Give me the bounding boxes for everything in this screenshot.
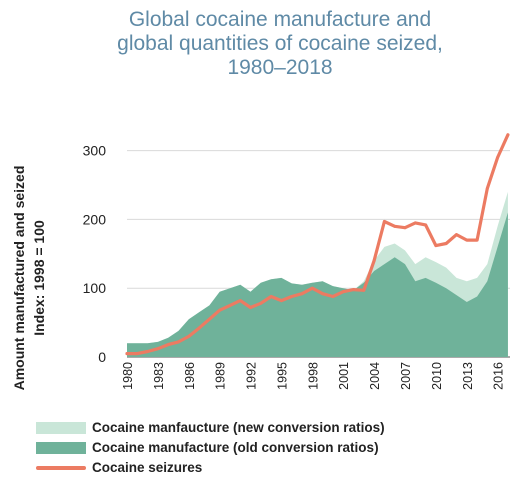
line-series: [125, 133, 510, 356]
legend-label: Cocaine manfaucture (new conversion rati…: [92, 420, 385, 435]
x-tick-label: 2007: [399, 362, 413, 390]
seizures-point: [135, 352, 139, 355]
legend-swatch: [36, 466, 86, 470]
y-axis-ticks: 0 100 200 300: [83, 143, 107, 365]
seizures-point: [341, 290, 345, 294]
seizures-point: [393, 224, 397, 228]
seizures-point: [413, 221, 417, 225]
seizures-point: [331, 295, 335, 298]
seizures-point: [383, 220, 386, 223]
seizures-point: [218, 308, 222, 312]
seizures-point: [475, 238, 479, 242]
seizures-point: [238, 299, 242, 302]
seizures-point: [290, 295, 294, 298]
x-tick-label: 1995: [275, 362, 289, 390]
seizures-point: [269, 295, 273, 298]
seizures-point: [166, 343, 170, 346]
seizures-point: [372, 259, 376, 263]
x-tick-label: 2004: [368, 362, 382, 390]
x-tick-label: 1980: [121, 362, 135, 390]
legend-swatch: [36, 422, 86, 434]
seizures-point: [403, 226, 407, 230]
seizures-point: [444, 242, 448, 245]
seizures-point: [125, 352, 129, 355]
x-tick-label: 2016: [492, 362, 506, 390]
chart-title-line: global quantities of cocaine seized,: [117, 32, 443, 55]
y-tick-label: 200: [83, 211, 107, 227]
seizures-point: [506, 133, 510, 137]
legend-swatch: [36, 442, 86, 454]
seizures-point: [434, 244, 438, 248]
seizures-point: [362, 288, 366, 292]
x-tick-label: 1989: [214, 362, 228, 390]
seizures-point: [228, 304, 232, 307]
x-tick-label: 2010: [430, 362, 444, 390]
x-tick-label: 1983: [152, 362, 166, 390]
x-tick-label: 1998: [306, 362, 320, 390]
seizures-point: [300, 292, 304, 296]
y-tick-label: 300: [83, 143, 107, 159]
legend-label: Cocaine seizures: [92, 460, 203, 475]
y-tick-label: 0: [98, 349, 106, 365]
x-tick-label: 2001: [337, 362, 351, 390]
x-tick-label: 2013: [461, 362, 475, 390]
y-axis-label-line: Amount manufactured and seized: [11, 166, 27, 391]
legend-label: Cocaine manufacture (old conversion rati…: [92, 440, 379, 455]
seizures-point: [187, 335, 191, 338]
y-tick-label: 100: [83, 280, 107, 296]
area-old-ratios: [127, 212, 508, 357]
seizures-point: [280, 299, 283, 302]
seizures-point: [485, 187, 489, 190]
seizures-point: [177, 340, 180, 344]
seizures-point: [321, 292, 324, 296]
chart-plot: 0 100 200 300 1980 1983 1986 1989 1992 1995 1998 2…: [11, 133, 510, 391]
line-seizures: [125, 133, 510, 356]
chart-title-line: Global cocaine manufacture and: [128, 8, 432, 31]
x-tick-label: 1992: [245, 362, 259, 390]
x-tick-label: 1986: [183, 362, 197, 390]
seizures-point: [249, 306, 252, 309]
seizures-point: [496, 156, 499, 159]
area-series: [127, 191, 508, 357]
seizures-point: [352, 288, 355, 291]
seizures-point: [310, 286, 314, 290]
y-axis-label-line: Index: 1998 = 100: [31, 220, 47, 336]
x-axis-ticks: 1980 1983 1986 1989 1992 1995 1998 2001 2004 2007…: [121, 362, 506, 390]
seizures-point: [146, 350, 150, 353]
seizures-point: [465, 238, 469, 242]
seizures-point: [197, 326, 201, 330]
chart-title-line: 1980–2018: [227, 56, 333, 79]
seizures-point: [455, 233, 458, 237]
seizures-point: [156, 347, 160, 351]
seizures-point: [424, 223, 427, 227]
chart-title: Global cocaine manufacture and global qu…: [60, 8, 500, 80]
seizures-point: [259, 301, 263, 305]
y-axis-label: Amount manufactured and seized Index: 199…: [11, 166, 47, 391]
seizures-point: [208, 317, 211, 321]
